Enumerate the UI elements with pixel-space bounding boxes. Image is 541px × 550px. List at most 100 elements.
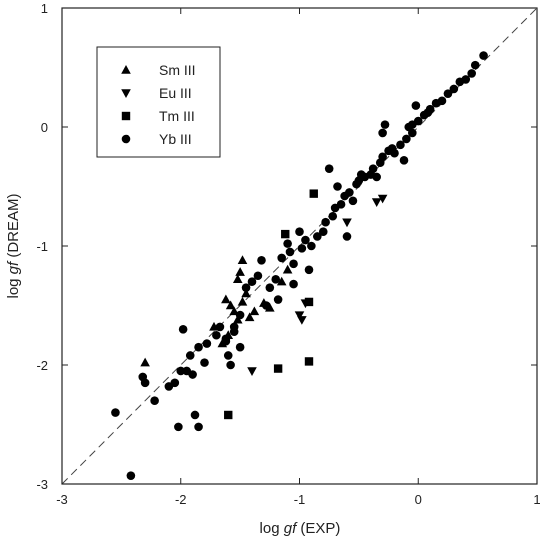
data-point-yb-iii [321,217,330,227]
data-point-yb-iii [443,89,453,98]
data-point-yb-iii [368,164,378,173]
x-tick-label: 0 [415,492,422,507]
y-tick-label: 1 [41,1,48,16]
data-point-yb-iii [411,101,421,110]
data-point-yb-iii [380,120,390,129]
data-point-eu-iii [297,316,307,325]
legend-marker-sm-iii [121,65,131,74]
legend-label-eu-iii: Eu III [159,85,192,101]
y-axis-label-prefix: log [5,274,22,298]
data-point-yb-iii [140,378,150,388]
data-point-yb-iii [425,104,435,114]
data-point-yb-iii [342,232,352,241]
data-point-eu-iii [377,194,388,204]
data-point-yb-iii [328,211,338,221]
x-tick-label: 1 [533,492,540,507]
data-point-yb-iii [295,227,304,237]
data-point-yb-iii [461,75,471,84]
data-point-yb-iii [271,275,281,284]
data-point-yb-iii [221,334,231,344]
x-tick-label: -3 [56,492,68,507]
y-axis-label: log gf (DREAM) [5,193,22,298]
data-point-yb-iii [285,247,295,257]
legend-label-yb-iii: Yb III [159,131,192,147]
data-point-yb-iii [235,310,245,320]
data-point-yb-iii [212,330,221,340]
data-point-yb-iii [202,339,212,348]
x-axis-label-suffix: (EXP) [296,520,340,537]
data-point-eu-iii [371,198,382,207]
series-yb-iii [111,51,488,480]
data-point-sm-iii [235,267,245,276]
data-point-sm-iii [282,264,293,274]
data-point-yb-iii [176,366,186,376]
data-point-sm-iii [249,306,260,316]
x-axis-label-prefix: log [260,520,284,537]
x-axis-label-italic: gf [284,520,298,537]
data-point-sm-iii [244,312,255,322]
x-axis-label: log gf (EXP) [260,520,341,537]
legend-marker-tm-iii [121,111,131,121]
data-point-yb-iii [437,96,447,106]
data-point-yb-iii [333,182,342,191]
data-point-yb-iii [390,148,399,158]
data-point-yb-iii [174,422,183,432]
data-point-yb-iii [307,241,316,251]
data-point-tm-iii [273,364,283,373]
data-point-yb-iii [241,283,251,292]
data-point-yb-iii [229,322,239,332]
data-point-yb-iii [399,156,409,165]
data-point-yb-iii [378,128,387,138]
legend: Sm III Eu III Tm III Yb III [96,46,221,158]
data-point-yb-iii [408,128,417,138]
data-point-yb-iii [226,360,235,370]
data-point-tm-iii [304,297,314,307]
y-tick-label: -3 [36,477,48,492]
data-point-sm-iii [237,296,248,306]
data-point-tm-iii [281,229,290,239]
series-sm-iii [140,255,293,367]
data-point-yb-iii [297,244,307,253]
x-tick-label: -2 [175,492,187,507]
legend-marker-eu-iii [121,89,131,98]
legend-label-sm-iii: Sm III [159,62,196,78]
data-point-yb-iii [126,471,136,480]
data-point-yb-iii [313,232,322,241]
data-point-yb-iii [257,255,266,265]
data-point-yb-iii [479,51,488,60]
data-point-sm-iii [232,314,243,324]
data-point-yb-iii [150,396,159,406]
data-point-yb-iii [261,301,271,310]
data-point-eu-iii [247,367,257,376]
data-point-yb-iii [194,422,203,432]
data-point-yb-iii [378,152,387,162]
data-point-yb-iii [277,253,286,263]
data-point-yb-iii [265,283,275,292]
data-point-yb-iii [289,259,298,269]
data-point-yb-iii [111,408,120,417]
data-point-tm-iii [309,189,318,198]
data-point-sm-iii [237,255,248,264]
data-point-sm-iii [221,294,231,304]
y-tick-label: 0 [41,120,48,135]
data-point-yb-iii [190,410,200,420]
y-tick-label: -1 [36,239,48,254]
data-point-yb-iii [200,358,209,367]
data-point-yb-iii [253,271,263,281]
data-point-yb-iii [372,172,381,182]
data-point-yb-iii [164,382,174,391]
legend-box [96,46,221,158]
data-point-tm-iii [224,410,233,420]
data-point-yb-iii [215,322,225,332]
data-point-yb-iii [348,196,358,206]
series-tm-iii [224,189,318,420]
data-point-eu-iii [342,218,352,228]
data-point-sm-iii [241,288,251,298]
data-point-yb-iii [449,84,459,94]
data-point-yb-iii [470,60,480,70]
axis-ticks-layer: -3 -2 -1 0 1 -3 -2 -1 0 1 [36,1,540,507]
data-point-yb-iii [318,227,328,237]
data-point-sm-iii [276,276,287,286]
data-point-eu-iii [294,311,305,321]
